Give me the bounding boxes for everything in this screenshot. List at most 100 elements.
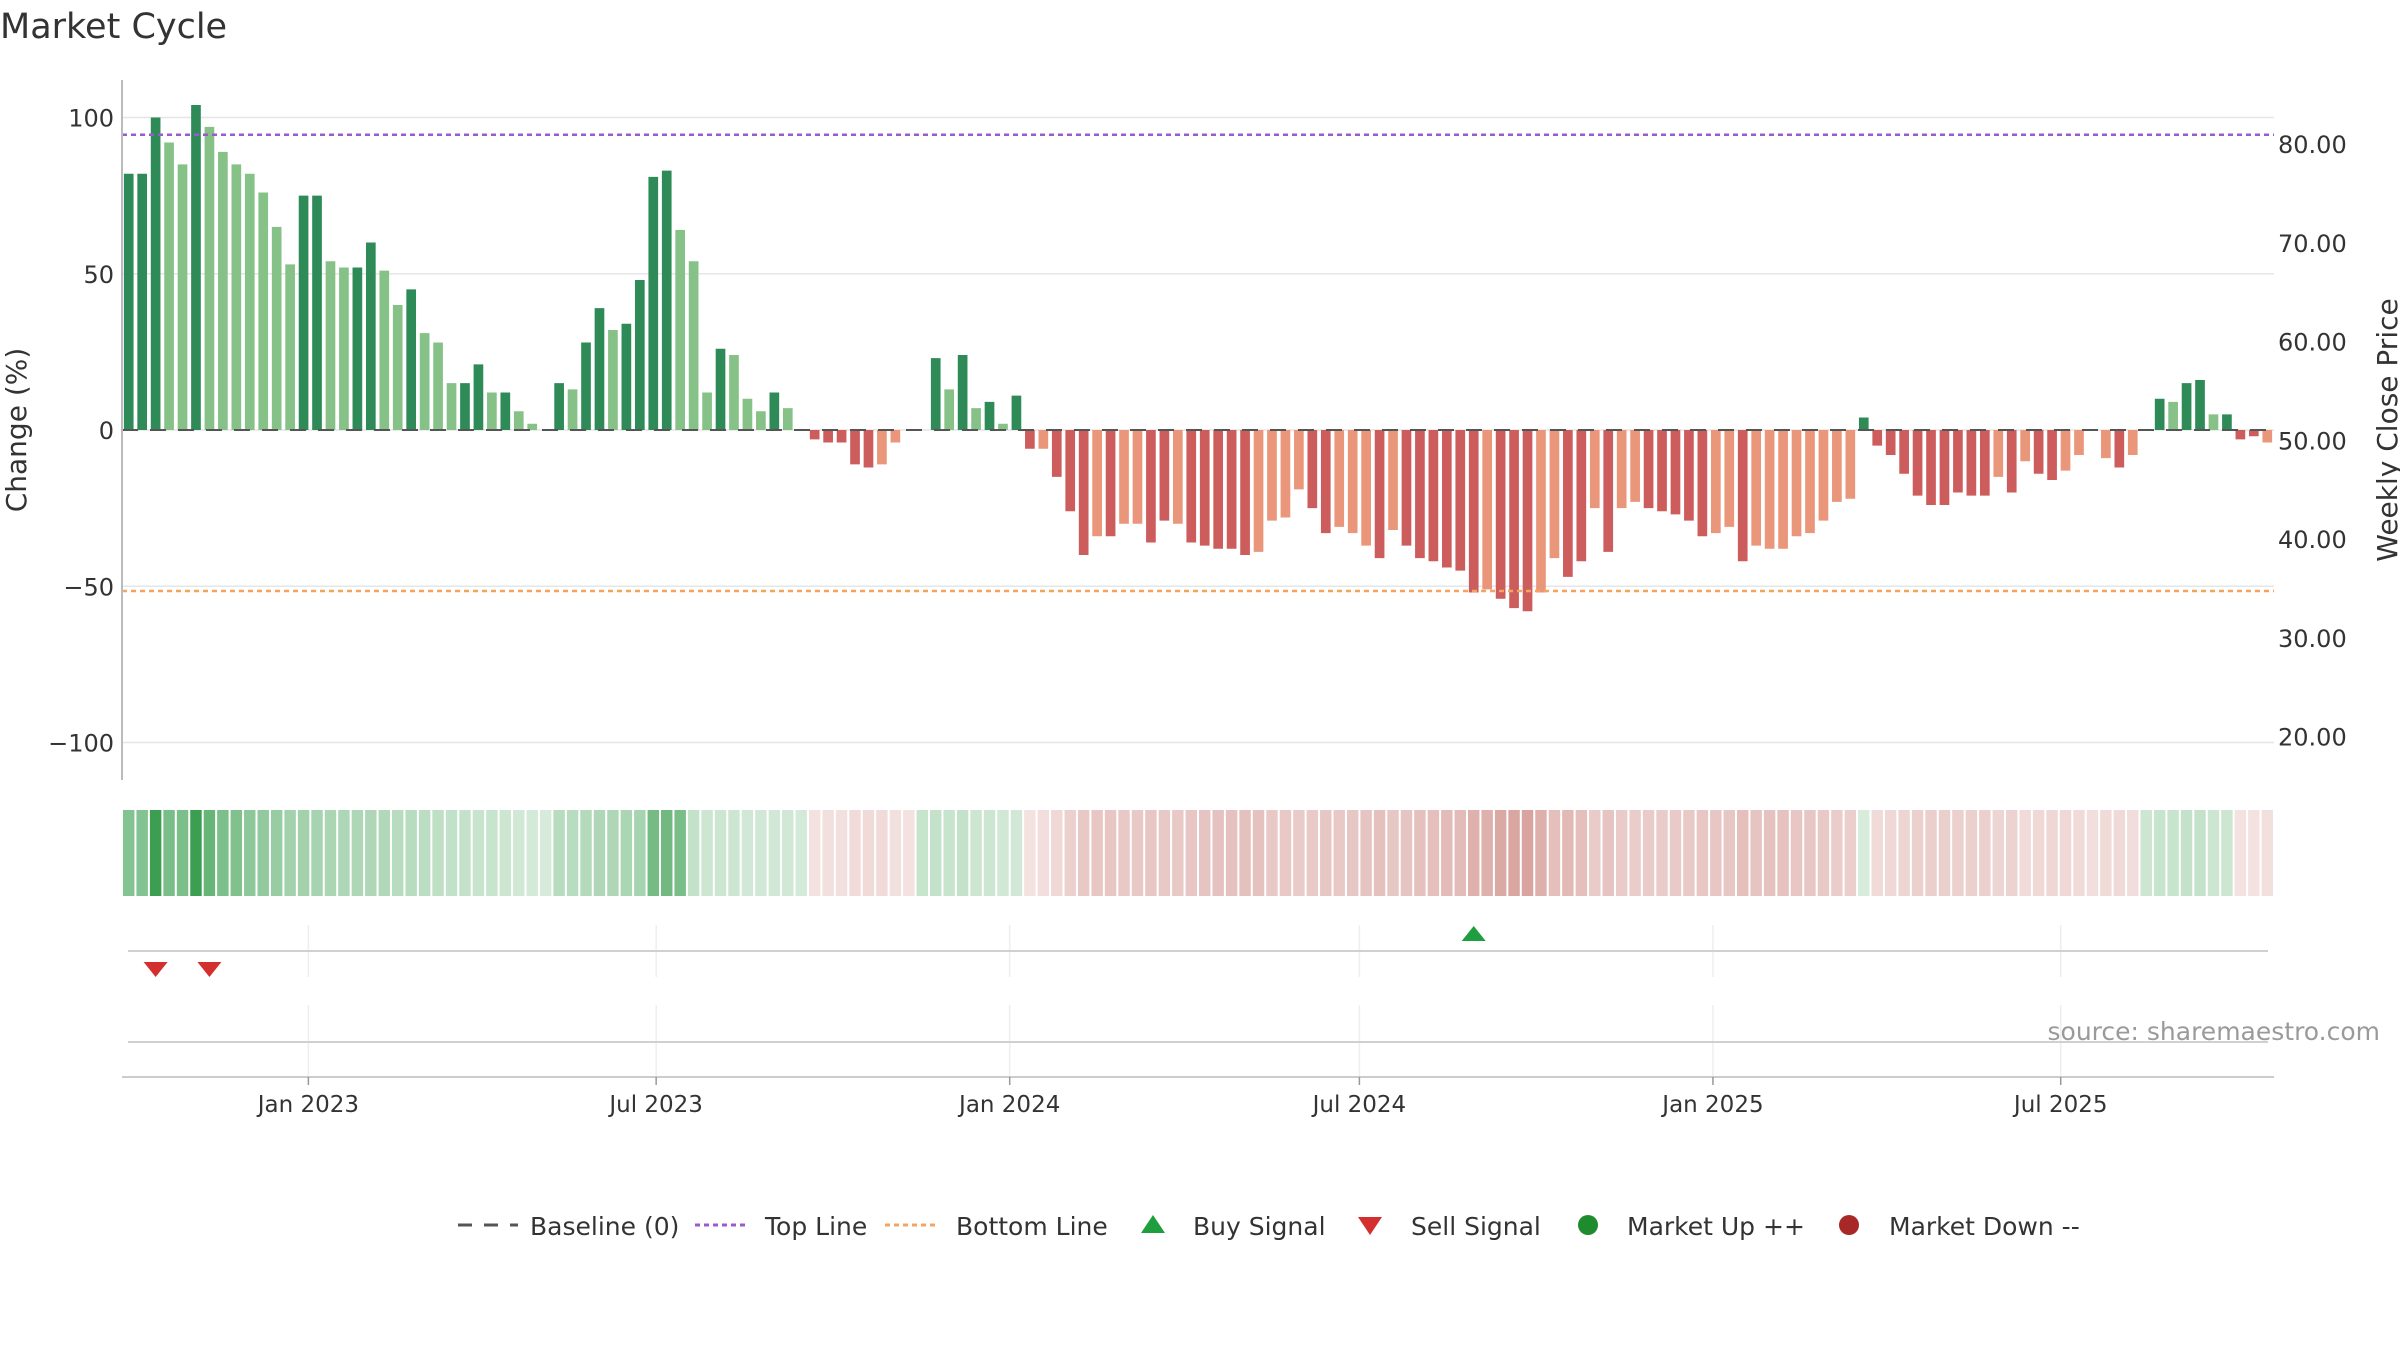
bar <box>325 261 336 430</box>
bar <box>433 342 443 430</box>
heat-cell <box>2019 810 2031 896</box>
heat-cell <box>970 810 982 896</box>
bar <box>1495 430 1506 599</box>
bar <box>218 151 228 430</box>
heat-cell <box>1172 810 1184 896</box>
heat-cell <box>1400 810 1413 896</box>
heat-cell <box>903 810 915 896</box>
y-tick-label: 0 <box>99 417 114 445</box>
heat-cell <box>123 810 135 896</box>
heat-cell <box>2207 810 2220 896</box>
heat-cell <box>701 810 713 896</box>
heat-cell <box>2261 810 2273 896</box>
bar <box>1630 430 1640 502</box>
heat-cell <box>432 810 444 896</box>
heat-cell <box>311 810 323 896</box>
buy-signal-marker <box>1461 926 1486 941</box>
heat-cell <box>445 810 458 896</box>
bar <box>1791 430 1802 537</box>
legend-market-up-label: Market Up ++ <box>1627 1212 1805 1241</box>
bar <box>487 392 497 430</box>
heat-cell <box>1521 810 1534 896</box>
bar <box>1159 430 1170 521</box>
heat-cell <box>1669 810 1682 896</box>
x-tick-label: Jul 2023 <box>607 1092 703 1118</box>
heat-cell <box>956 810 969 896</box>
bar <box>285 264 295 430</box>
bar <box>1347 430 1358 534</box>
heat-cell <box>1185 810 1197 896</box>
bar <box>850 430 860 465</box>
heat-cell <box>741 810 754 896</box>
heat-cell <box>1737 810 1749 896</box>
heat-cell <box>418 810 431 896</box>
bar <box>863 430 874 468</box>
bar <box>1482 430 1493 590</box>
bar <box>1603 430 1614 552</box>
bar <box>567 389 578 430</box>
y2-tick-label: 70.00 <box>2278 230 2347 258</box>
bar <box>1845 430 1856 499</box>
bar <box>1751 430 1762 546</box>
bar <box>2195 380 2205 430</box>
heat-cell <box>755 810 767 896</box>
heat-cell <box>2153 810 2166 896</box>
bar <box>715 348 726 430</box>
signal-panel <box>122 925 2274 1085</box>
chart-title: Market Cycle <box>0 7 227 47</box>
bar <box>1805 430 1815 534</box>
heat-cell <box>1575 810 1588 896</box>
bar <box>1522 430 1533 612</box>
heat-cell <box>1589 810 1601 896</box>
heat-cell <box>1629 810 1641 896</box>
bar <box>1374 430 1385 559</box>
bar <box>513 411 524 430</box>
heat-cell <box>2046 810 2058 896</box>
heat-cell <box>1710 810 1722 896</box>
heat-cell <box>392 810 404 896</box>
legend-top-line-label: Top Line <box>764 1212 867 1241</box>
bar <box>1011 395 1022 430</box>
y-tick-label: −100 <box>48 730 114 758</box>
heat-cell <box>2032 810 2045 896</box>
y2-tick-label: 50.00 <box>2278 427 2347 455</box>
bar <box>191 105 201 430</box>
bar <box>339 267 349 430</box>
bar <box>1858 417 1869 430</box>
reference-lines <box>122 133 2274 593</box>
heat-cell <box>365 810 377 896</box>
bar <box>944 389 955 430</box>
heat-cell <box>943 810 955 896</box>
legend-bottom-line-label: Bottom Line <box>956 1212 1108 1241</box>
bar <box>2020 430 2031 462</box>
heat-cell <box>876 810 888 896</box>
bar <box>1226 430 1237 549</box>
heat-cell <box>1158 810 1171 896</box>
bar <box>2154 398 2165 430</box>
bar <box>1441 430 1452 568</box>
heat-cell <box>1037 810 1050 896</box>
heat-cell <box>1508 810 1520 896</box>
bar <box>352 267 363 430</box>
heat-cell <box>257 810 269 896</box>
heat-cell <box>1979 810 1991 896</box>
y2-tick-label: 20.00 <box>2278 724 2347 752</box>
bar <box>1589 430 1600 509</box>
bar <box>2114 430 2125 468</box>
bar <box>473 364 484 430</box>
bar <box>957 355 968 430</box>
heat-cell <box>1414 810 1426 896</box>
heat-cell <box>714 810 727 896</box>
bar <box>1213 430 1224 549</box>
heat-cell <box>1333 810 1345 896</box>
heat-cell <box>163 810 175 896</box>
bar <box>1643 430 1654 509</box>
bar <box>1993 430 2004 477</box>
heat-cell <box>1938 810 1951 896</box>
bar <box>1657 430 1667 512</box>
bar <box>1334 430 1345 527</box>
bar <box>500 392 511 430</box>
bar <box>1549 430 1560 559</box>
bar <box>581 342 591 430</box>
bar <box>1979 430 1990 496</box>
